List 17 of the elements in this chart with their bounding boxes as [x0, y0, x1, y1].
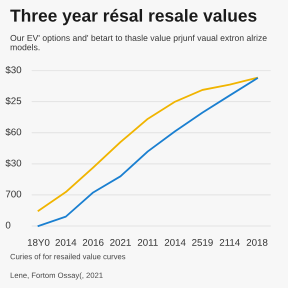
text: $30: [5, 159, 22, 168]
x-tick-label: 2021: [110, 238, 131, 246]
x-tick-label: 2014: [164, 238, 186, 246]
x-tick-label: 2114: [220, 238, 240, 246]
x-tick-label: 2014: [56, 238, 76, 246]
text: $30: [5, 66, 22, 74]
x-tick-label: 2011: [138, 238, 158, 246]
text: 0: [6, 222, 10, 229]
text: $25: [5, 96, 22, 105]
x-tick-label: 2519: [192, 238, 213, 246]
x-tick-label: 2018: [246, 238, 268, 246]
text: $60: [5, 128, 22, 136]
chart-subtitle: Our EV' options and' betart to thasle value prjunf vaual extron alrize models.: [10, 34, 267, 50]
x-tick-label: 2016: [82, 238, 104, 246]
chart-title: Three year résal resale values: [10, 8, 256, 26]
text: 700: [6, 190, 22, 198]
x-tick-label: 18Y0: [28, 238, 50, 246]
